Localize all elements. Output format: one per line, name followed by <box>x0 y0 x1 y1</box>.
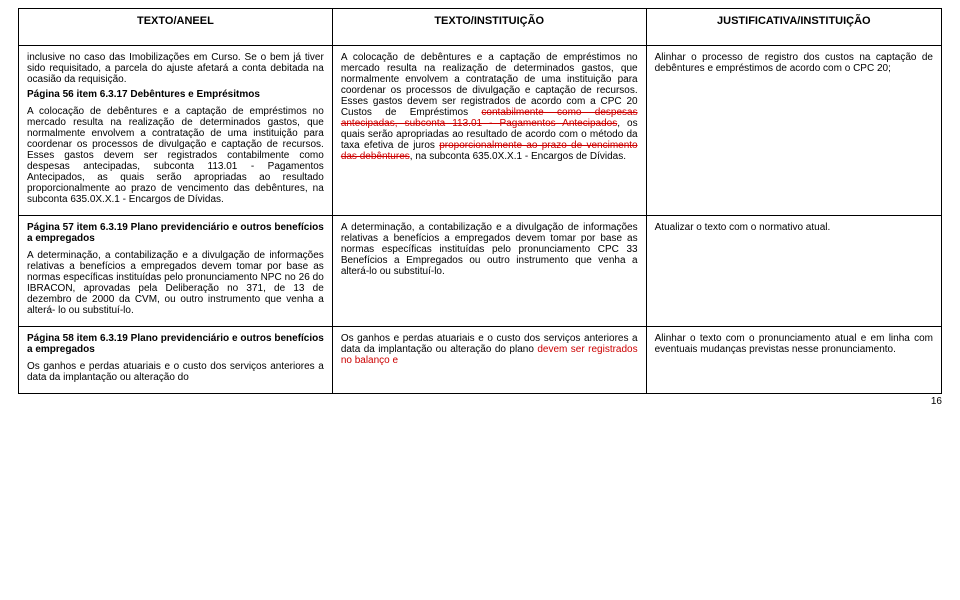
body-text: Alinhar o texto com o pronunciamento atu… <box>655 333 933 355</box>
section-heading: Página 58 item 6.3.19 Plano previdenciár… <box>27 333 324 355</box>
body-text: Os ganhos e perdas atuariais e o custo d… <box>341 333 638 366</box>
cell-c1: Página 57 item 6.3.19 Plano previdenciár… <box>19 216 333 327</box>
cell-c2: Os ganhos e perdas atuariais e o custo d… <box>332 327 646 394</box>
intro-text: inclusive no caso das Imobilizações em C… <box>27 52 324 85</box>
header-col3: JUSTIFICATIVA/INSTITUIÇÃO <box>646 9 941 46</box>
body-text: A determinação, a contabilização e a div… <box>341 222 638 277</box>
header-col2: TEXTO/INSTITUIÇÃO <box>332 9 646 46</box>
cell-c2: A colocação de debêntures e a captação d… <box>332 46 646 216</box>
document-table: TEXTO/ANEEL TEXTO/INSTITUIÇÃO JUSTIFICAT… <box>18 8 942 394</box>
body-text: A colocação de debêntures e a captação d… <box>27 106 324 205</box>
body-text: A determinação, a contabilização e a div… <box>27 250 324 316</box>
text-span: , na subconta 635.0X.X.1 - Encargos de D… <box>410 151 626 162</box>
cell-c3: Alinhar o texto com o pronunciamento atu… <box>646 327 941 394</box>
section-heading: Página 57 item 6.3.19 Plano previdenciár… <box>27 222 324 244</box>
header-row: TEXTO/ANEEL TEXTO/INSTITUIÇÃO JUSTIFICAT… <box>19 9 942 46</box>
table-row: Página 57 item 6.3.19 Plano previdenciár… <box>19 216 942 327</box>
page-number: 16 <box>18 394 942 407</box>
cell-c3: Alinhar o processo de registro dos custo… <box>646 46 941 216</box>
cell-c1: Página 58 item 6.3.19 Plano previdenciár… <box>19 327 333 394</box>
section-heading: Página 56 item 6.3.17 Debêntures e Empré… <box>27 89 324 100</box>
body-text: Alinhar o processo de registro dos custo… <box>655 52 933 74</box>
body-text: A colocação de debêntures e a captação d… <box>341 52 638 162</box>
cell-c2: A determinação, a contabilização e a div… <box>332 216 646 327</box>
body-text: Atualizar o texto com o normativo atual. <box>655 222 933 233</box>
header-col1: TEXTO/ANEEL <box>19 9 333 46</box>
cell-c1: inclusive no caso das Imobilizações em C… <box>19 46 333 216</box>
cell-c3: Atualizar o texto com o normativo atual. <box>646 216 941 327</box>
body-text: Os ganhos e perdas atuariais e o custo d… <box>27 361 324 383</box>
table-row: inclusive no caso das Imobilizações em C… <box>19 46 942 216</box>
table-row: Página 58 item 6.3.19 Plano previdenciár… <box>19 327 942 394</box>
